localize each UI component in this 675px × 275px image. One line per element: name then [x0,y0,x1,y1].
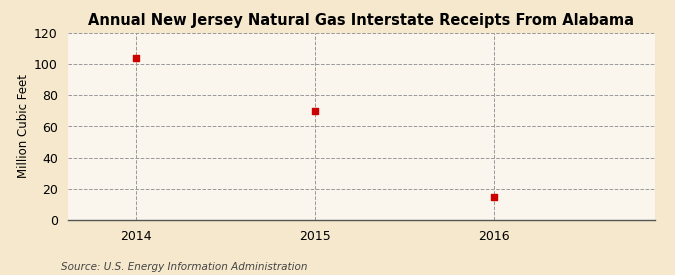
Point [488,194,499,199]
Text: Source: U.S. Energy Information Administration: Source: U.S. Energy Information Administ… [61,262,307,272]
Point [130,56,141,60]
Point [309,109,320,113]
Title: Annual New Jersey Natural Gas Interstate Receipts From Alabama: Annual New Jersey Natural Gas Interstate… [88,13,634,28]
Y-axis label: Million Cubic Feet: Million Cubic Feet [17,75,30,178]
